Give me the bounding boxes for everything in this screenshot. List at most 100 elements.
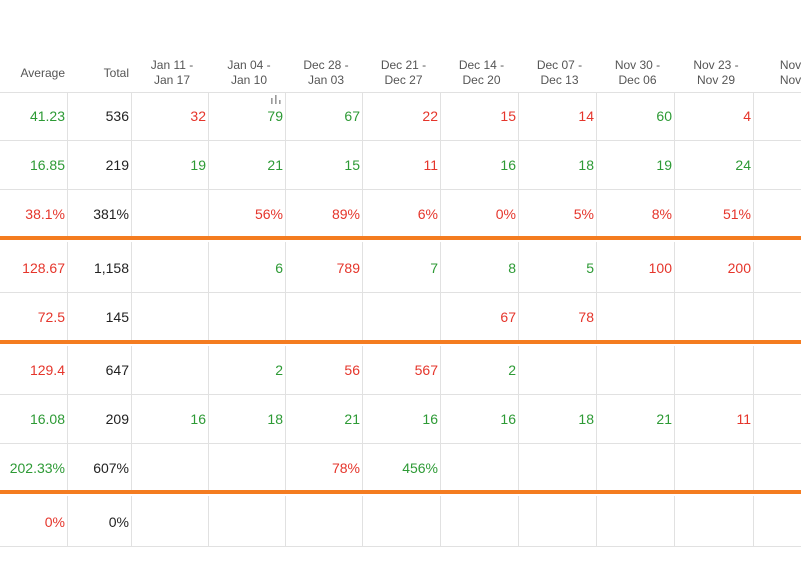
column-header-label: Total <box>103 65 129 80</box>
column-divider <box>674 92 675 236</box>
week-cell: 0% <box>495 206 516 222</box>
average-cell: 41.23 <box>29 108 65 124</box>
week-cell: 16 <box>500 157 516 173</box>
column-divider <box>362 496 363 546</box>
column-divider <box>67 92 68 236</box>
group-separator <box>0 236 801 240</box>
week-cell: 456% <box>402 460 438 476</box>
week-cell: 16 <box>422 411 438 427</box>
column-header-line2: Dec 06 <box>618 73 657 87</box>
column-divider <box>596 496 597 546</box>
total-cell: 607% <box>93 460 129 476</box>
week-cell: 78% <box>331 460 360 476</box>
week-cell: 11 <box>423 157 438 173</box>
total-cell: 1,158 <box>93 260 129 276</box>
column-divider <box>131 346 132 490</box>
week-cell: 15 <box>500 108 516 124</box>
week-cell: 6 <box>275 260 283 276</box>
column-header-w3[interactable]: Dec 28 - Jan 03 <box>286 54 366 92</box>
week-cell: 18 <box>267 411 283 427</box>
column-header-line2: Jan 17 <box>153 73 191 87</box>
column-header-w7[interactable]: Nov 30 - Dec 06 <box>597 54 678 92</box>
column-divider <box>67 496 68 546</box>
column-divider <box>131 242 132 340</box>
total-cell: 0% <box>108 514 129 530</box>
average-cell: 38.1% <box>25 206 65 222</box>
total-cell: 145 <box>105 309 129 325</box>
column-divider <box>674 496 675 546</box>
column-header-w2[interactable]: Jan 04 - Jan 10 <box>209 54 289 92</box>
average-cell: 16.08 <box>29 411 65 427</box>
week-cell: 8 <box>508 260 516 276</box>
week-cell: 19 <box>656 157 672 173</box>
column-header-line2: Dec 20 <box>462 73 501 87</box>
column-divider <box>596 92 597 236</box>
week-cell: 16 <box>190 411 206 427</box>
column-divider <box>440 496 441 546</box>
average-cell: 128.67 <box>22 260 65 276</box>
column-divider <box>518 346 519 490</box>
total-cell: 647 <box>105 362 129 378</box>
column-divider <box>362 242 363 340</box>
average-cell: 129.4 <box>29 362 65 378</box>
column-header-total[interactable]: Total <box>68 54 129 92</box>
week-cell: 56 <box>344 362 360 378</box>
bar-chart-icon[interactable] <box>270 95 282 104</box>
column-divider <box>208 346 209 490</box>
column-header-line1: Dec 28 - <box>303 58 349 72</box>
column-divider <box>131 92 132 236</box>
week-cell: 2 <box>508 362 516 378</box>
column-header-w8[interactable]: Nov 23 - Nov 29 <box>675 54 757 92</box>
column-header-line1: Dec 07 - <box>536 58 583 72</box>
week-cell: 5 <box>586 260 594 276</box>
column-divider <box>285 242 286 340</box>
week-cell: 7 <box>430 260 438 276</box>
week-cell: 21 <box>344 411 360 427</box>
week-cell: 5% <box>573 206 594 222</box>
column-divider <box>674 242 675 340</box>
average-cell: 0% <box>44 514 65 530</box>
column-divider <box>518 242 519 340</box>
average-cell: 72.5 <box>37 309 65 325</box>
column-divider <box>440 92 441 236</box>
week-cell: 24 <box>735 157 751 173</box>
column-divider <box>67 242 68 340</box>
column-header-w4[interactable]: Dec 21 - Dec 27 <box>363 54 444 92</box>
week-cell: 51% <box>722 206 751 222</box>
column-header-line1: Dec 14 - <box>458 58 505 72</box>
week-cell: 8% <box>651 206 672 222</box>
week-cell: 21 <box>656 411 672 427</box>
column-divider <box>518 496 519 546</box>
week-cell: 567 <box>414 362 438 378</box>
average-cell: 16.85 <box>29 157 65 173</box>
week-cell: 15 <box>344 157 360 173</box>
total-cell: 209 <box>105 411 129 427</box>
week-cell: 22 <box>422 108 438 124</box>
column-header-w6[interactable]: Dec 07 - Dec 13 <box>519 54 600 92</box>
week-cell: 2 <box>275 362 283 378</box>
row-divider <box>0 443 801 444</box>
column-header-w9[interactable]: Nov 1Nov 2 <box>755 54 801 92</box>
column-divider <box>208 242 209 340</box>
average-cell: 202.33% <box>9 460 65 476</box>
week-cell: 21 <box>267 157 283 173</box>
row-divider <box>0 292 801 293</box>
column-header-line2: Nov 2 <box>779 73 801 87</box>
column-divider <box>753 496 754 546</box>
column-divider <box>208 496 209 546</box>
column-header-line2: Jan 10 <box>230 73 268 87</box>
column-divider <box>285 92 286 236</box>
week-cell: 67 <box>500 309 516 325</box>
column-header-w1[interactable]: Jan 11 - Jan 17 <box>132 54 212 92</box>
column-header-average[interactable]: Average <box>0 54 65 92</box>
column-header-line2: Jan 03 <box>307 73 345 87</box>
column-divider <box>753 92 754 236</box>
week-cell: 78 <box>578 309 594 325</box>
column-header-line2: Nov 29 <box>696 73 736 87</box>
column-header-w5[interactable]: Dec 14 - Dec 20 <box>441 54 522 92</box>
column-header-line1: Jan 11 - <box>150 58 194 72</box>
column-divider <box>596 346 597 490</box>
group-separator <box>0 340 801 344</box>
week-cell: 11 <box>736 411 751 427</box>
column-divider <box>362 92 363 236</box>
